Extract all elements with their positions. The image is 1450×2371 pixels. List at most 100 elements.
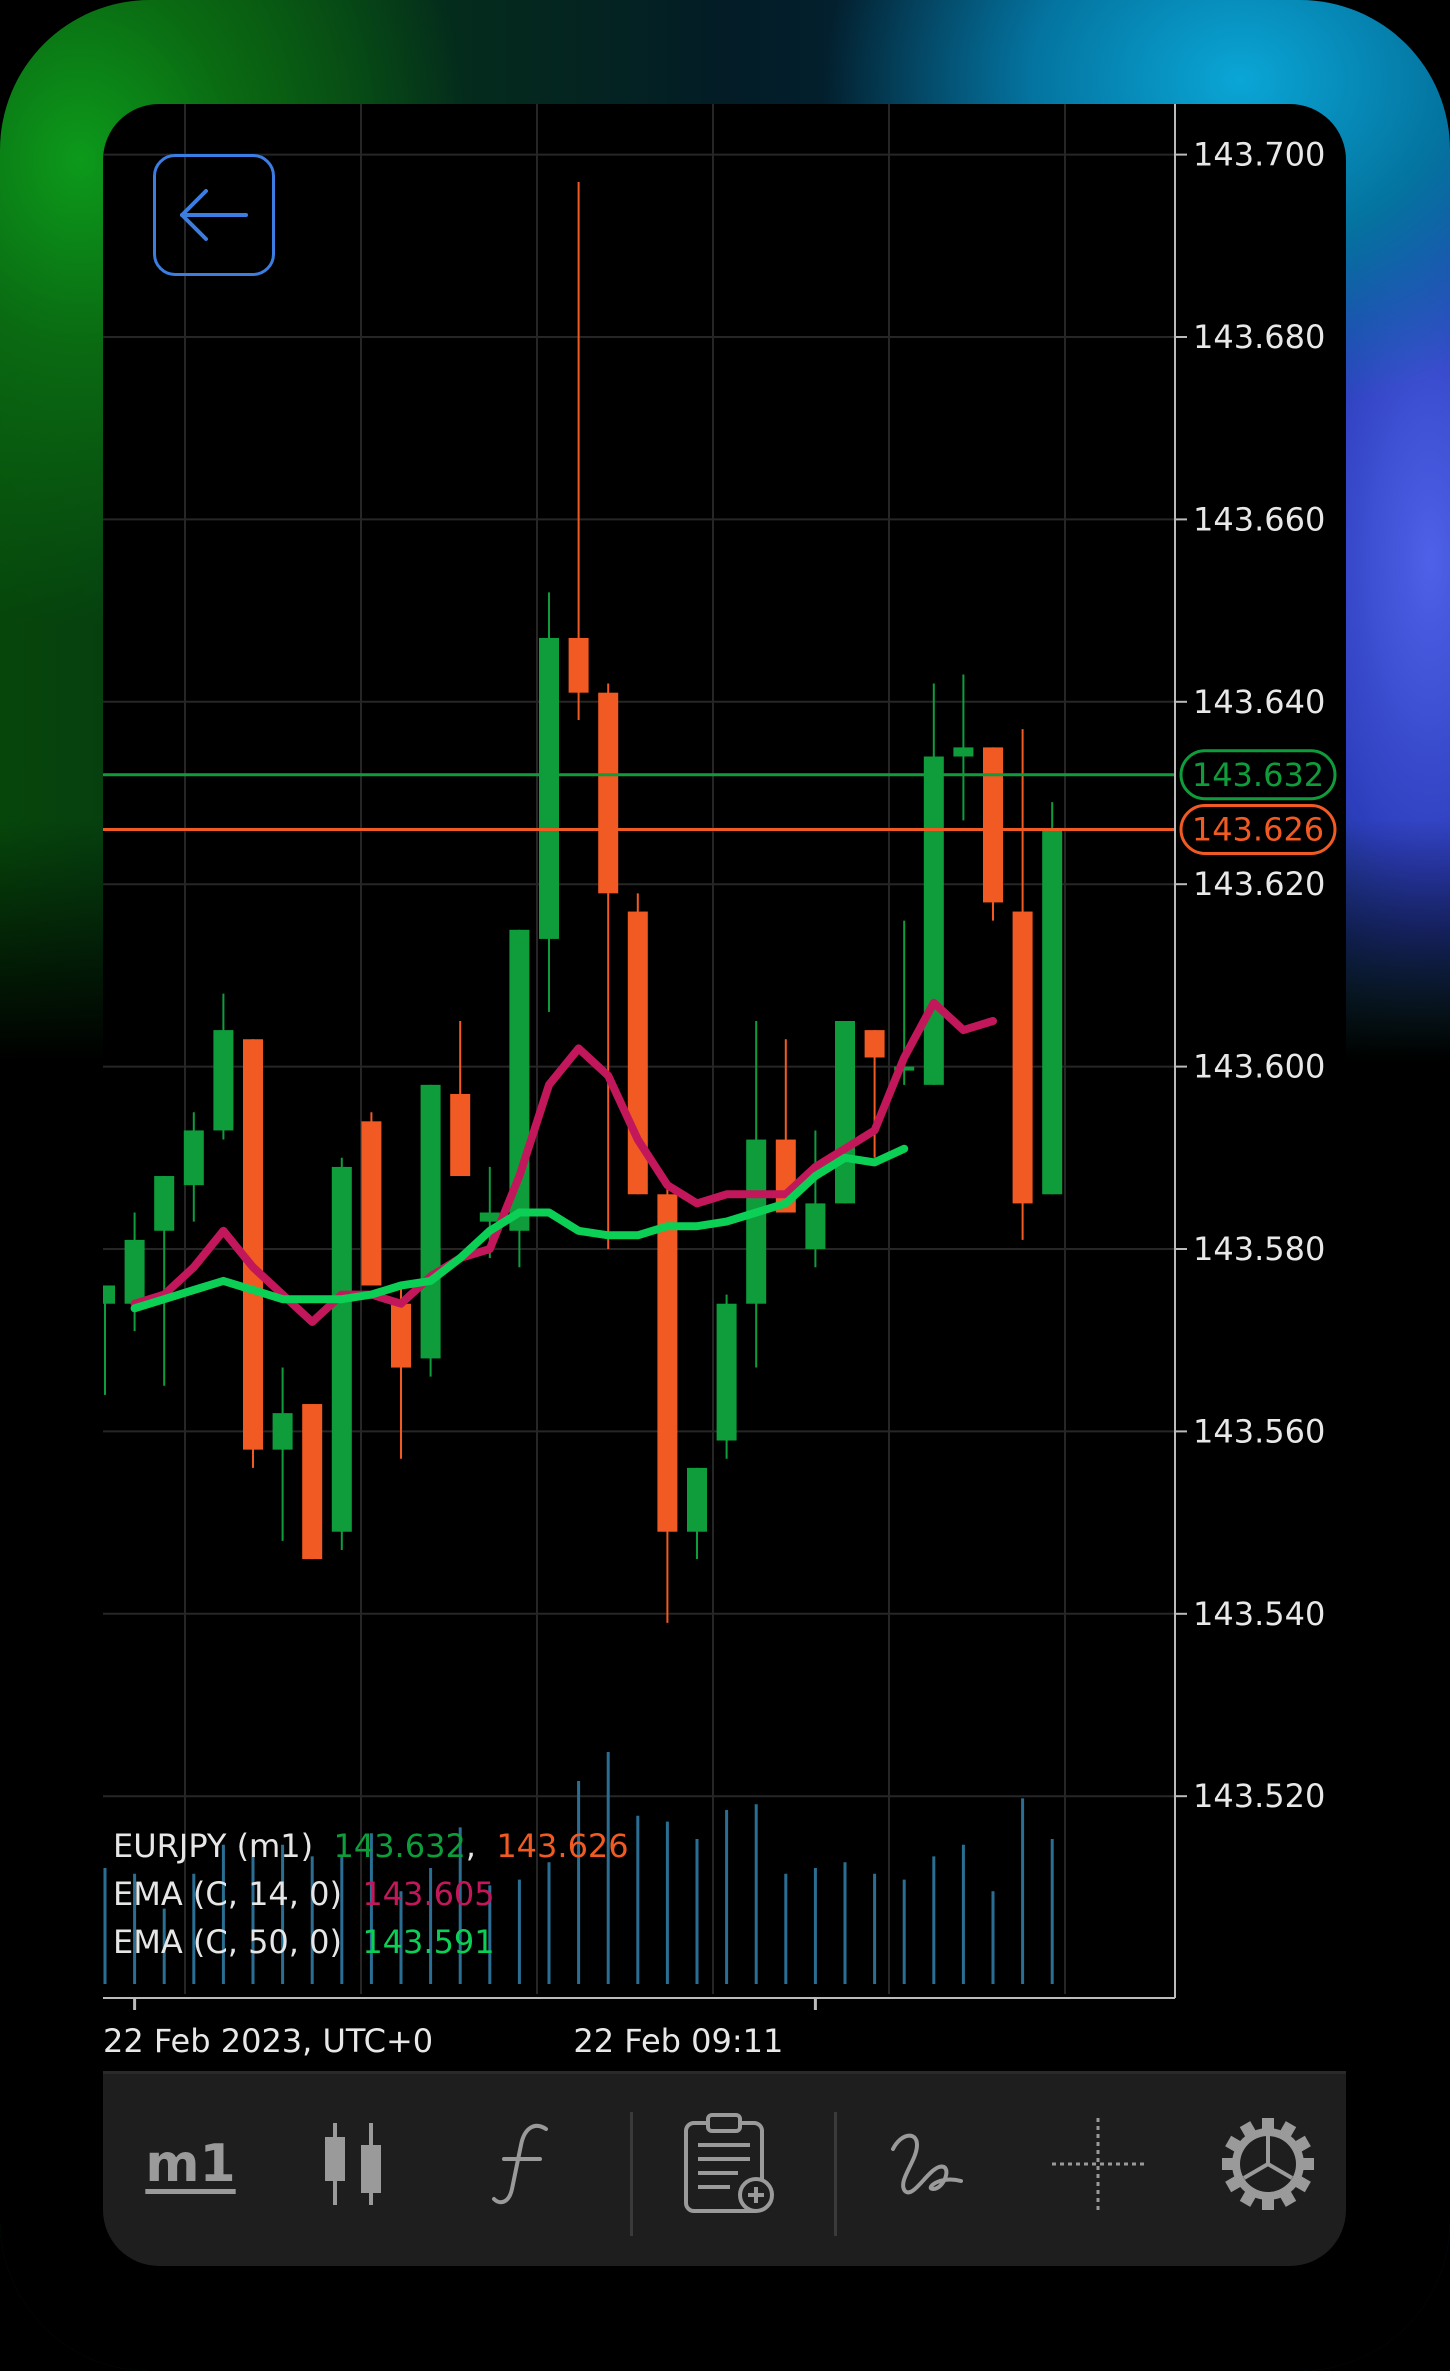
ema50-line — [130, 1144, 909, 1313]
candle — [154, 1176, 175, 1386]
bid-price-label: 143.626 — [1192, 810, 1324, 848]
candle — [539, 592, 559, 1012]
function-icon — [492, 2123, 548, 2205]
chart-type-button[interactable] — [293, 2104, 413, 2224]
y-tick-label: 143.620 — [1193, 865, 1325, 903]
candle — [835, 1021, 855, 1204]
y-tick-label: 143.700 — [1193, 136, 1325, 174]
candle — [302, 1404, 323, 1560]
candle — [124, 1212, 145, 1332]
candle-body — [420, 1084, 441, 1359]
ema14-line — [130, 998, 997, 1326]
y-tick-label: 143.640 — [1193, 683, 1325, 721]
crosshair-icon — [1052, 2118, 1144, 2210]
bottom-toolbar: m1 — [103, 2071, 1346, 2266]
candle — [983, 747, 1003, 921]
candle-body — [103, 1285, 115, 1304]
y-tick-label: 143.580 — [1193, 1230, 1325, 1268]
candle-body — [953, 747, 974, 757]
candlestick-icon — [325, 2123, 381, 2205]
legend-bid-value: 143.626 — [496, 1827, 629, 1865]
volume-bars — [103, 1752, 1054, 1984]
toolbar-separator — [630, 2112, 633, 2236]
back-button[interactable] — [153, 154, 275, 276]
candle — [953, 674, 974, 821]
candle-body — [923, 756, 944, 1085]
candle — [923, 683, 944, 1085]
candle — [450, 1021, 471, 1177]
y-tick-label: 143.660 — [1193, 500, 1325, 538]
candle — [657, 1185, 678, 1623]
legend-symbol-label: EURJPY (m1) — [113, 1827, 314, 1865]
add-to-watchlist-icon — [684, 2113, 774, 2213]
candle-body — [331, 1166, 352, 1532]
candle-body — [272, 1413, 293, 1450]
candle — [213, 993, 234, 1140]
x-tick-label: 22 Feb 09:11 — [573, 2022, 783, 2060]
x-tick-label: 22 Feb 2023, UTC+0 — [103, 2022, 433, 2060]
legend-symbol-row: EURJPY (m1) 143.632, 143.626 — [113, 1822, 629, 1870]
app-screen: 143.632 143.626 143.700 143.680 143.660 143.… — [103, 104, 1346, 2266]
candle — [864, 1030, 885, 1158]
bid-price-tag — [1179, 803, 1337, 855]
drawing-tool-icon — [891, 2133, 963, 2195]
candle-body — [213, 1030, 234, 1131]
candle — [243, 1039, 263, 1468]
chart-legend: EURJPY (m1) 143.632, 143.626 EMA (C, 14,… — [113, 1822, 629, 1966]
candle-body — [835, 1021, 855, 1204]
crosshair-button[interactable] — [1033, 2104, 1163, 2224]
settings-gear-icon — [1222, 2118, 1314, 2210]
y-tick-label: 143.540 — [1193, 1595, 1325, 1633]
candle — [598, 683, 619, 1249]
candle — [361, 1112, 382, 1286]
candle-body — [983, 747, 1003, 903]
legend-ema50-row: EMA (C, 50, 0) 143.591 — [113, 1918, 629, 1966]
candle — [1012, 729, 1033, 1240]
candle — [716, 1294, 737, 1459]
candle-body — [568, 637, 589, 693]
timeframe-label: m1 — [145, 2134, 236, 2194]
candle — [1042, 802, 1063, 1195]
back-arrow-icon — [180, 189, 248, 241]
drawing-tools-button[interactable] — [863, 2104, 993, 2224]
candle-body — [1042, 829, 1063, 1195]
ema-lines — [130, 998, 997, 1326]
candle-body — [687, 1467, 707, 1532]
candle-body — [539, 637, 559, 939]
candle-body — [450, 1093, 471, 1177]
ask-price-label: 143.632 — [1192, 756, 1324, 794]
time-axis: 22 Feb 2023, UTC+0 22 Feb 09:11 — [103, 1998, 817, 2060]
candle — [103, 1285, 115, 1395]
candle — [183, 1112, 204, 1222]
legend-ema14-label: EMA (C, 14, 0) — [113, 1875, 342, 1913]
y-tick-label: 143.600 — [1193, 1048, 1325, 1086]
price-axis: 143.700 143.680 143.660 143.640 143.620 143.6… — [103, 104, 1325, 1999]
settings-button[interactable] — [1203, 2104, 1333, 2224]
candle — [391, 1285, 411, 1459]
candle-body — [391, 1303, 411, 1368]
candle-body — [243, 1039, 263, 1450]
indicators-button[interactable] — [463, 2104, 583, 2224]
candle-body — [598, 692, 619, 894]
candlestick-series — [103, 181, 1063, 1623]
legend-ema14-row: EMA (C, 14, 0) 143.605 — [113, 1870, 629, 1918]
candle-body — [1012, 911, 1033, 1204]
price-lines: 143.632 143.626 — [103, 749, 1337, 855]
candle-body — [154, 1176, 175, 1231]
legend-ema50-value: 143.591 — [362, 1923, 495, 1961]
candle-body — [657, 1194, 678, 1532]
legend-ema50-label: EMA (C, 50, 0) — [113, 1923, 342, 1961]
ask-price-tag — [1179, 749, 1337, 801]
candle-body — [124, 1239, 145, 1304]
candle — [420, 1084, 441, 1377]
candle — [568, 181, 589, 721]
add-to-watchlist-button[interactable] — [663, 2104, 793, 2224]
candle — [805, 1130, 826, 1268]
y-tick-label: 143.520 — [1193, 1777, 1325, 1815]
timeframe-button[interactable]: m1 — [123, 2104, 258, 2224]
candle-body — [302, 1404, 323, 1560]
candle-body — [479, 1212, 500, 1222]
toolbar-separator — [834, 2112, 837, 2236]
